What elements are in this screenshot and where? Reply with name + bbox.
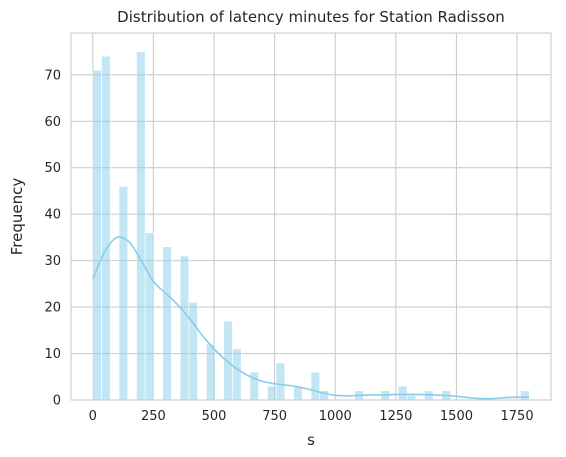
x-tick-labels: 0 250 500 750 1000 1250 1500 1750: [89, 409, 534, 424]
kde-curve: [92, 236, 530, 400]
x-tick-label: 1500: [440, 409, 473, 424]
plot-frame: [70, 32, 552, 401]
x-axis-label: s: [307, 431, 315, 449]
histogram-bar: [179, 255, 190, 401]
histogram-bar: [520, 390, 530, 401]
histogram-bar: [92, 69, 102, 401]
x-tick-label: 1250: [379, 409, 412, 424]
histogram-bar: [406, 395, 417, 401]
histogram-bar: [205, 343, 216, 401]
x-tick-label: 1000: [319, 409, 352, 424]
histogram-bar: [144, 232, 155, 401]
histogram-bar: [232, 348, 242, 401]
histogram-bar: [310, 371, 321, 401]
x-tick-label: 0: [89, 409, 97, 424]
histogram-bar: [136, 51, 146, 401]
y-tick-label: 50: [44, 161, 61, 176]
y-axis-label: Frequency: [8, 178, 26, 256]
y-tick-label: 40: [44, 208, 61, 223]
chart-title: Distribution of latency minutes for Stat…: [117, 8, 505, 26]
y-tick-label: 30: [44, 254, 61, 269]
y-tick-labels: 0 10 20 30 40 50 60 70: [44, 68, 61, 408]
histogram-bar: [162, 246, 172, 401]
y-tick-label: 10: [44, 347, 61, 362]
x-tick-label: 250: [141, 409, 166, 424]
x-tick-label: 500: [202, 409, 227, 424]
histogram-bar: [397, 385, 408, 401]
y-tick-label: 0: [53, 394, 61, 409]
x-tick-label: 750: [262, 409, 287, 424]
histogram-bar: [267, 385, 277, 401]
histogram-bar: [101, 55, 111, 401]
y-tick-label: 20: [44, 301, 61, 316]
x-tick-label: 1750: [501, 409, 534, 424]
y-tick-label: 60: [44, 115, 61, 130]
histogram-bar: [275, 362, 286, 401]
histogram-bar: [118, 186, 129, 401]
bars: [92, 51, 530, 401]
y-tick-label: 70: [44, 68, 61, 83]
histogram-bar: [188, 302, 198, 401]
